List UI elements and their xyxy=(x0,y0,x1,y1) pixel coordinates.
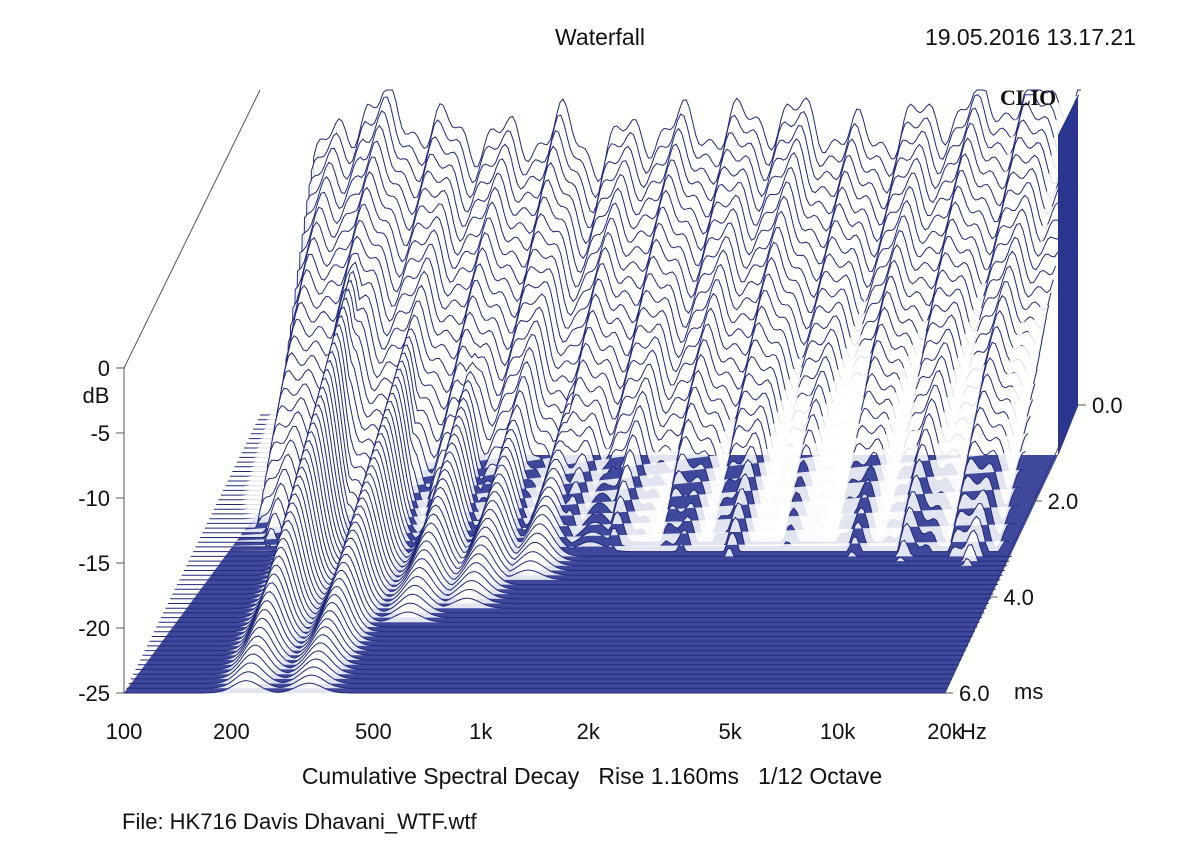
back-left-edge xyxy=(123,89,261,369)
y-tick-label: -10 xyxy=(78,486,110,511)
y-tick-label: -25 xyxy=(78,681,110,706)
waterfall-slice xyxy=(133,644,955,675)
x-tick-label: 1k xyxy=(469,719,493,744)
waterfall-slice xyxy=(183,448,1005,571)
time-axis-unit: ms xyxy=(1014,679,1043,704)
waterfall-slice xyxy=(154,564,975,633)
waterfall-slice xyxy=(124,680,945,694)
waterfall-slice xyxy=(163,528,985,614)
time-tick-label: 2.0 xyxy=(1048,489,1079,514)
y-tick-label: -15 xyxy=(78,551,110,576)
x-axis-unit: Hz xyxy=(960,719,987,744)
waterfall-slice xyxy=(126,671,948,689)
y-axis-ticks: 0 -5 -10 -15 -20 -25 xyxy=(78,356,124,706)
x-tick-label: 10k xyxy=(820,719,856,744)
waterfall-slice xyxy=(140,617,962,661)
time-tick-label: 0.0 xyxy=(1092,393,1123,418)
waterfall-slice xyxy=(158,546,980,623)
waterfall-slice xyxy=(188,430,1010,562)
waterfall-slice xyxy=(142,608,964,656)
file-name: File: HK716 Davis Dhavani_WTF.wtf xyxy=(122,809,477,834)
waterfall-slice xyxy=(149,582,971,642)
time-tick-label: 6.0 xyxy=(959,681,990,706)
y-tick-label: -5 xyxy=(90,421,110,446)
waterfall-slice xyxy=(151,573,973,637)
waterfall-slices xyxy=(124,89,1081,694)
waterfall-slice xyxy=(160,537,982,619)
waterfall-slice xyxy=(167,511,989,604)
time-tick-label: 4.0 xyxy=(1003,585,1034,610)
x-tick-label: 100 xyxy=(106,719,143,744)
waterfall-slice xyxy=(181,457,1003,576)
waterfall-slice xyxy=(177,475,998,586)
x-tick-label: 20k xyxy=(927,719,963,744)
y-tick-label: 0 xyxy=(98,356,110,381)
x-tick-label: 500 xyxy=(355,719,392,744)
waterfall-slice xyxy=(128,662,950,685)
waterfall-slice xyxy=(156,555,978,628)
waterfall-slice xyxy=(174,484,996,590)
x-tick-label: 5k xyxy=(719,719,743,744)
waterfall-slice xyxy=(144,600,966,652)
x-tick-label: 200 xyxy=(213,719,250,744)
waterfall-slice xyxy=(147,591,969,647)
waterfall-slice xyxy=(193,413,1015,553)
clio-logo: CLIO xyxy=(1000,85,1056,110)
waterfall-slice xyxy=(135,635,957,670)
waterfall-slice xyxy=(137,626,959,666)
chart-title: Waterfall xyxy=(555,24,645,50)
waterfall-slice xyxy=(165,519,987,609)
waterfall-slice xyxy=(179,466,1001,581)
right-side-panel xyxy=(1058,95,1078,455)
time-axis-ticks: 0.0 2.0 4.0 6.0 xyxy=(945,393,1123,706)
waterfall-slice xyxy=(186,439,1008,567)
chart-caption: Cumulative Spectral Decay Rise 1.160ms 1… xyxy=(302,763,882,789)
y-tick-label: -20 xyxy=(78,616,110,641)
timestamp: 19.05.2016 13.17.21 xyxy=(925,24,1136,50)
waterfall-slice xyxy=(190,422,1012,557)
x-axis-ticks: 100 200 500 1k 2k 5k 10k 20k xyxy=(106,719,964,744)
x-tick-label: 2k xyxy=(577,719,601,744)
waterfall-slice xyxy=(170,502,992,600)
y-axis-label: dB xyxy=(83,383,110,408)
waterfall-slice xyxy=(130,653,952,680)
waterfall-slice xyxy=(172,493,994,595)
